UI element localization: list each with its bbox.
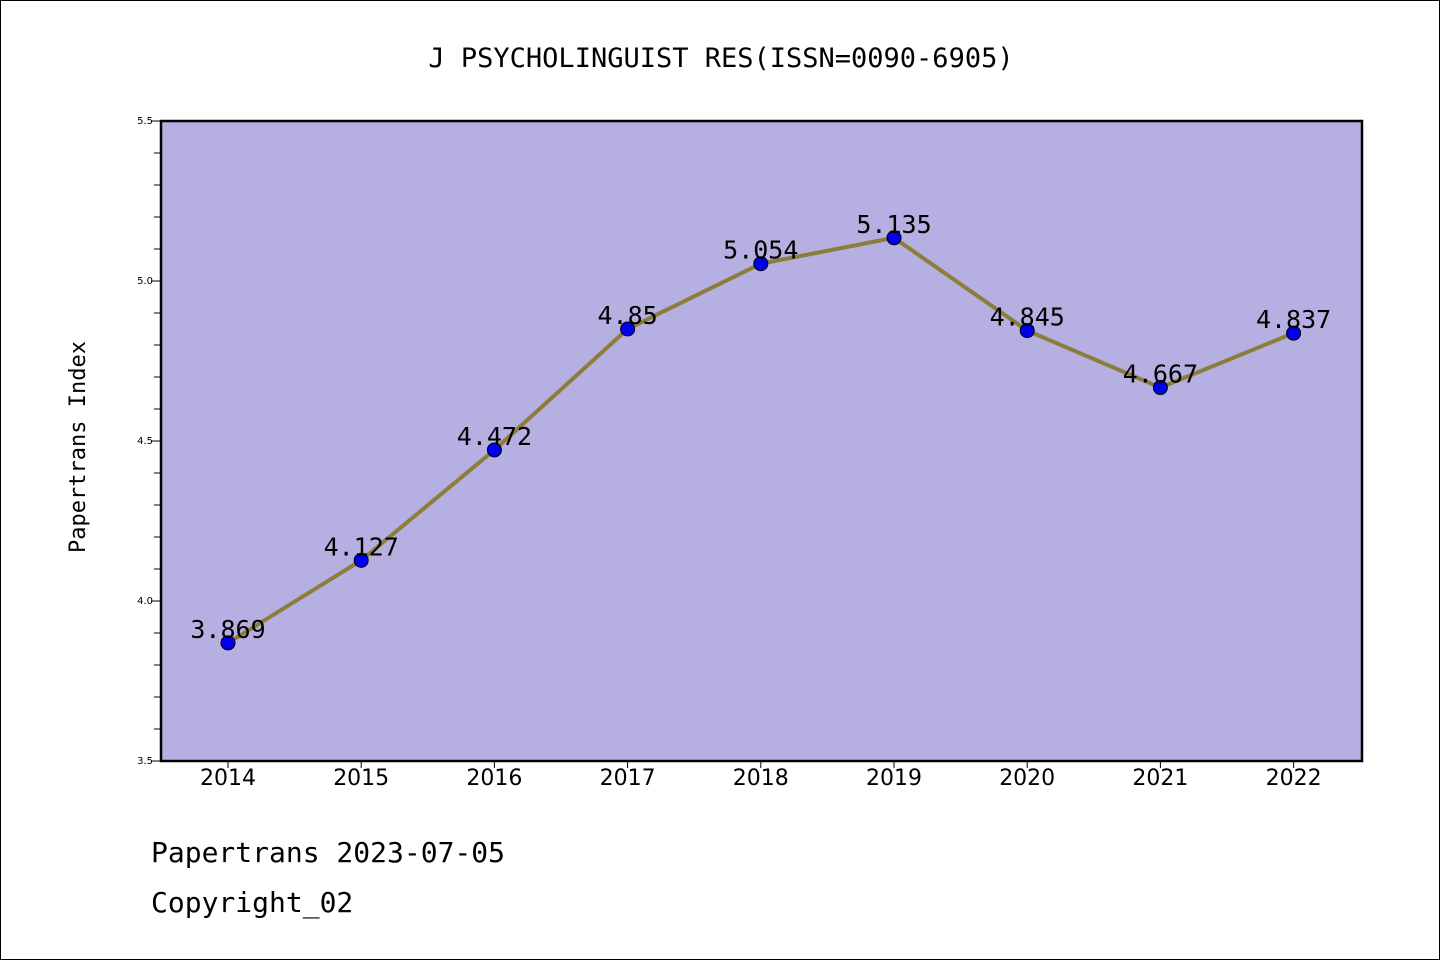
data-point <box>353 552 369 568</box>
data-label: 4.85 <box>597 301 657 330</box>
y-tick-label: 5.5 <box>137 116 153 127</box>
x-tick-label: 2022 <box>1266 766 1322 791</box>
x-tick-label: 2020 <box>999 766 1055 791</box>
x-tick-label: 2017 <box>600 766 656 791</box>
y-tick-label: 3.5 <box>137 756 153 767</box>
x-tick-label: 2021 <box>1132 766 1188 791</box>
data-label: 4.837 <box>1256 305 1331 334</box>
data-labels: 3.869 4.127 4.472 4.85 5.054 5.135 4.845 4.667 4… <box>190 210 1331 644</box>
data-points <box>220 230 1302 651</box>
data-label: 4.127 <box>324 532 399 561</box>
data-label: 4.667 <box>1123 360 1198 389</box>
data-point <box>220 635 236 651</box>
x-tick-label: 2019 <box>866 766 922 791</box>
data-point <box>1019 323 1035 339</box>
data-label: 5.135 <box>856 210 931 239</box>
data-label: 4.845 <box>990 303 1065 332</box>
y-tick-label: 4.0 <box>137 596 153 607</box>
y-axis-label: Papertrans Index <box>66 341 91 553</box>
plot-area <box>161 121 1362 761</box>
data-label: 5.054 <box>723 236 798 265</box>
x-tick-label: 2014 <box>200 766 256 791</box>
plot-border <box>159 119 1364 763</box>
x-tick-label: 2015 <box>333 766 389 791</box>
y-tick-label: 5.0 <box>137 276 153 287</box>
data-point <box>886 230 902 246</box>
y-tick-label: 4.5 <box>137 436 153 447</box>
axis-ticks: 3.5 4.0 4.5 5.0 5.5 2014 2015 2016 2017 2018 2019 2… <box>137 116 1322 791</box>
data-point <box>620 321 636 337</box>
x-tick-label: 2018 <box>733 766 789 791</box>
x-tick-label: 2016 <box>466 766 522 791</box>
data-label: 4.472 <box>457 422 532 451</box>
footer-copyright: Copyright_02 <box>151 886 354 919</box>
data-point <box>1286 325 1302 341</box>
data-point <box>1152 380 1168 396</box>
data-label: 3.869 <box>190 615 265 644</box>
data-point <box>486 442 502 458</box>
data-point <box>753 256 769 272</box>
chart-title: J PSYCHOLINGUIST RES(ISSN=0090-6905) <box>428 43 1013 74</box>
footer-date-line: Papertrans 2023-07-05 <box>151 836 506 869</box>
